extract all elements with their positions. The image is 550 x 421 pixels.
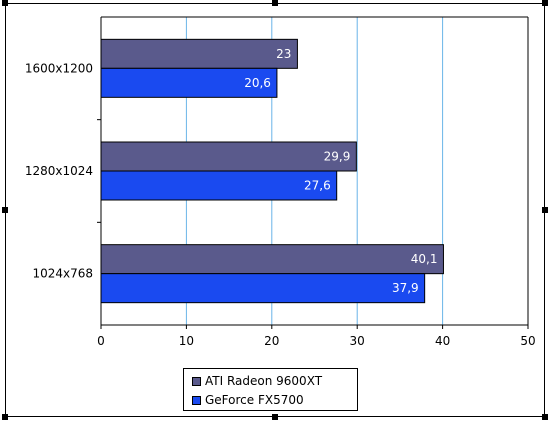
data-label-geforce-1600x1200: 20,6 — [244, 76, 271, 90]
category-label-1024x768: 1024x768 — [32, 267, 93, 281]
x-tick-label-0: 0 — [97, 334, 105, 348]
x-tick-label-50: 50 — [520, 334, 535, 348]
resize-handle-bottom-right[interactable] — [542, 414, 548, 420]
resize-handle-top-left[interactable] — [2, 0, 8, 6]
x-tick-label-30: 30 — [350, 334, 365, 348]
bar-radeon-1600x1200 — [100, 38, 298, 69]
data-label-radeon-1280x1024: 29,9 — [324, 150, 351, 164]
x-tick-label-20: 20 — [264, 334, 279, 348]
resize-handle-top-center[interactable] — [272, 0, 278, 6]
resize-handle-bottom-center[interactable] — [272, 414, 278, 420]
resize-handle-middle-right[interactable] — [542, 207, 548, 213]
bar-geforce-1600x1200 — [100, 67, 278, 98]
resize-handle-bottom-left[interactable] — [2, 414, 8, 420]
data-label-geforce-1024x768: 37,9 — [392, 281, 419, 295]
bar-geforce-1024x768 — [100, 273, 426, 304]
bar-radeon-1280x1024 — [100, 141, 357, 172]
resize-handle-top-right[interactable] — [542, 0, 548, 6]
resize-handle-middle-left[interactable] — [2, 207, 8, 213]
legend-item-geforce: GeForce FX5700 — [192, 392, 304, 408]
bar-radeon-1024x768 — [100, 244, 444, 275]
bar-geforce-1280x1024 — [100, 170, 338, 201]
x-tick-label-10: 10 — [179, 334, 194, 348]
data-label-radeon-1024x768: 40,1 — [411, 252, 438, 266]
legend: ATI Radeon 9600XT GeForce FX5700 — [183, 368, 358, 411]
legend-swatch-radeon — [192, 376, 201, 386]
legend-item-radeon: ATI Radeon 9600XT — [192, 373, 322, 389]
data-label-radeon-1600x1200: 23 — [276, 47, 291, 61]
legend-label-geforce: GeForce FX5700 — [205, 393, 304, 407]
x-tick-label-40: 40 — [435, 334, 450, 348]
category-label-1280x1024: 1280x1024 — [25, 164, 93, 178]
legend-swatch-geforce — [192, 395, 201, 405]
category-label-1600x1200: 1600x1200 — [25, 61, 93, 75]
legend-label-radeon: ATI Radeon 9600XT — [205, 374, 323, 388]
data-label-geforce-1280x1024: 27,6 — [304, 179, 331, 193]
